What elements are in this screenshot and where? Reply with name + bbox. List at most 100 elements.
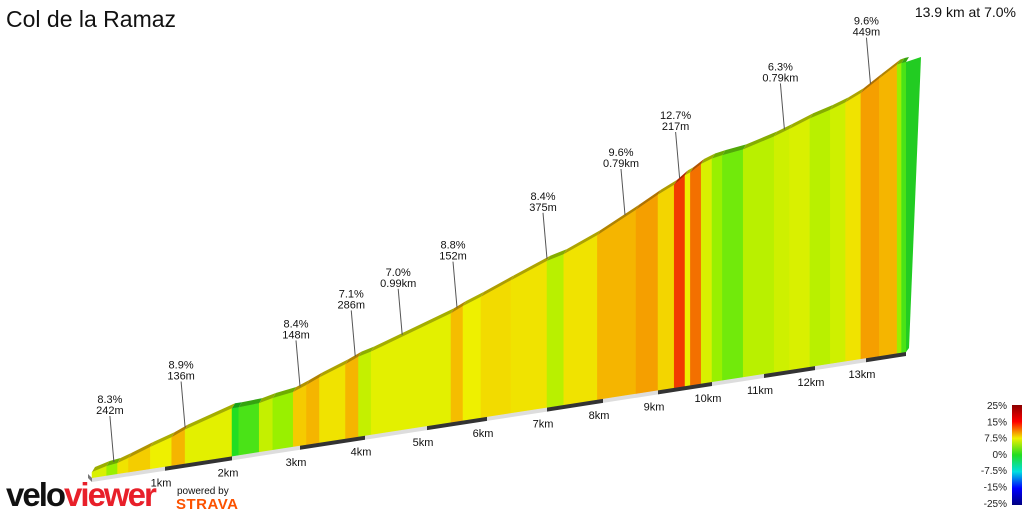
distance-band: [300, 435, 365, 450]
annotation-length: 0.79km: [603, 158, 639, 170]
profile-top-surface: [259, 392, 276, 404]
profile-segment: [306, 376, 320, 446]
profile-top-surface: [358, 346, 375, 357]
chart-title: Col de la Ramaz: [6, 6, 177, 32]
profile-segment: [830, 101, 846, 365]
profile-top-surface: [293, 379, 310, 393]
annotation-leader-line: [109, 415, 115, 463]
annotation-length: 449m: [853, 27, 881, 39]
profile-segment: [272, 391, 294, 451]
profile-start-face: [88, 474, 92, 482]
profile-segment: [231, 406, 240, 457]
annotation-leader-line: [542, 212, 548, 259]
distance-band: [487, 407, 547, 421]
profile-top-surface: [860, 73, 883, 94]
profile-segment: [657, 184, 675, 391]
profile-segment: [450, 305, 464, 423]
profile-top-surface: [879, 59, 901, 79]
profile-segment: [510, 260, 548, 414]
profile-segment: [690, 163, 702, 386]
legend-label: 25%: [987, 401, 1007, 412]
profile-segment: [546, 253, 565, 408]
annotation-grade: 8.4%: [283, 318, 308, 330]
profile-top-surface: [685, 167, 694, 176]
profile-segment: [238, 402, 260, 456]
annotation-length: 148m: [282, 329, 310, 341]
annotation-length: 217m: [662, 121, 690, 133]
profile-segment: [700, 158, 713, 384]
profile-segment: [789, 117, 811, 371]
profile-top-surface: [547, 249, 567, 261]
profile-top-surface: [897, 57, 905, 65]
profile-top-surface: [563, 230, 601, 255]
annotation-grade: 8.3%: [97, 394, 122, 406]
profile-segment: [742, 135, 775, 378]
profile-segment: [845, 92, 862, 362]
profile-top-surface: [272, 387, 297, 398]
distance-band: [815, 358, 866, 371]
legend-label: 7.5%: [984, 434, 1007, 445]
distance-band: [427, 416, 487, 431]
profile-top-surface: [481, 275, 514, 297]
annotation-leader-line: [350, 310, 356, 357]
profile-segment: [901, 61, 907, 353]
distance-band: [658, 382, 712, 395]
annotation-grade: 8.4%: [530, 191, 555, 203]
profile-top-surface: [463, 291, 484, 307]
annotation-leader-line: [675, 131, 681, 179]
annotation-grade: 7.0%: [386, 267, 411, 279]
profile-top-surface: [701, 153, 715, 164]
annotation-grade: 9.6%: [608, 147, 633, 159]
profile-top-surface: [845, 88, 864, 103]
logo-viewer: viewer: [64, 476, 157, 513]
distance-band: [165, 456, 232, 471]
distance-band: [232, 445, 300, 461]
legend-label: -7.5%: [981, 466, 1007, 477]
profile-segment: [635, 194, 659, 395]
profile-segment: [462, 296, 482, 421]
profile-segment: [292, 384, 307, 448]
profile-top-surface: [319, 359, 349, 378]
annotation-length: 286m: [337, 299, 365, 311]
logo-velo: velo: [6, 476, 66, 513]
legend-label: -25%: [984, 499, 1007, 510]
annotation-length: 0.99km: [380, 278, 416, 290]
annotation-grade: 9.6%: [854, 16, 879, 28]
profile-top-surface: [901, 57, 909, 63]
profile-top-surface: [371, 308, 454, 352]
annotation-leader-line: [295, 340, 301, 387]
profile-segment: [345, 356, 359, 440]
annotation-length: 375m: [529, 202, 557, 214]
annotation-grade: 8.8%: [440, 240, 465, 252]
powered-by-text: powered by: [177, 486, 229, 497]
km-tick-label: 1km: [151, 478, 172, 490]
legend-label: 0%: [993, 450, 1008, 461]
profile-top-surface: [117, 452, 132, 463]
profile-top-surface: [712, 150, 726, 159]
profile-segment: [722, 149, 744, 381]
profile-segment: [711, 154, 723, 383]
profile-top-surface: [128, 441, 154, 458]
annotation-length: 242m: [96, 405, 124, 417]
km-tick-label: 12km: [798, 377, 825, 389]
profile-top-surface: [809, 104, 834, 119]
profile-segment: [597, 209, 637, 401]
profile-segment: [319, 363, 346, 444]
profile-segment: [480, 279, 512, 419]
profile-top-surface: [238, 398, 263, 408]
annotation-grade: 12.7%: [660, 110, 691, 122]
annotation-length: 0.79km: [762, 72, 798, 84]
profile-segment: [673, 174, 686, 389]
profile-segment: [684, 171, 691, 387]
veloviewer-logo[interactable]: veloviewer: [6, 476, 157, 513]
distance-band: [764, 366, 815, 378]
profile-segment: [358, 351, 372, 438]
annotation-grade: 6.3%: [768, 61, 793, 73]
km-tick-label: 7km: [533, 419, 554, 431]
annotation-length: 136m: [167, 370, 195, 382]
profile-top-surface: [658, 179, 678, 195]
distance-band: [547, 398, 603, 412]
distance-band: [92, 466, 165, 482]
profile-segment: [896, 62, 902, 354]
profile-segment: [860, 77, 880, 360]
